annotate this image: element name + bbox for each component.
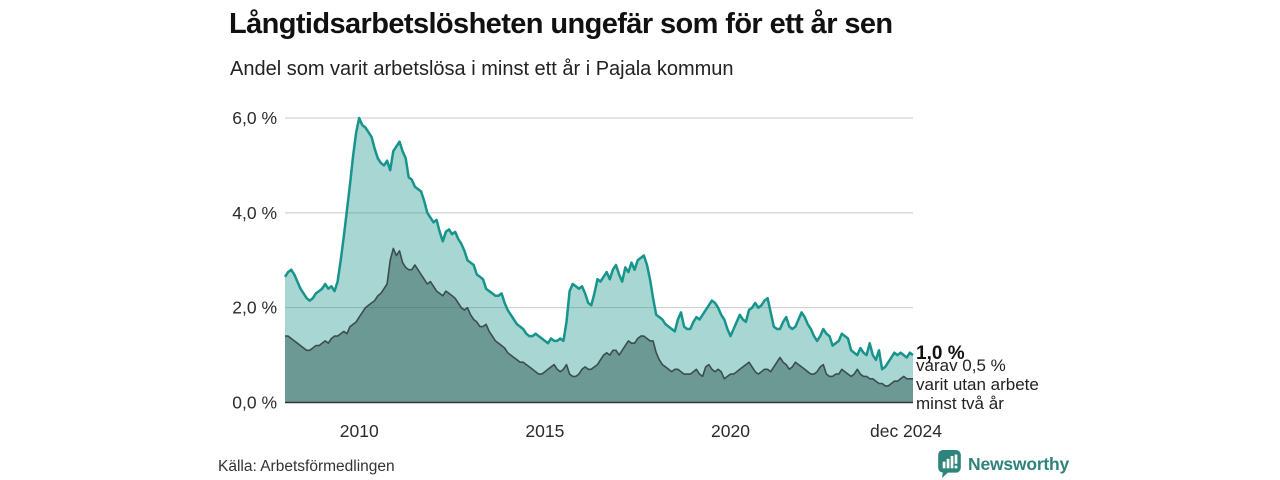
end-value-label: 1,0 % — [916, 343, 965, 364]
page-subtitle: Andel som varit arbetslösa i minst ett å… — [230, 58, 734, 80]
x-axis-tick-label: 2010 — [340, 421, 379, 441]
annotation-line-3: minst två år — [916, 394, 1004, 413]
x-axis-tick-label: 2015 — [525, 421, 564, 441]
bar-chart-speech-bubble-icon — [938, 450, 961, 478]
y-axis-tick-label: 4,0 % — [232, 203, 277, 223]
x-axis-tick-label: dec 2024 — [870, 421, 942, 441]
newsworthy-logo-text: Newsworthy — [968, 453, 1070, 474]
y-axis-tick-label: 2,0 % — [232, 298, 277, 318]
line-minst-ett-ar — [283, 116, 914, 371]
y-axis-tick-label: 0,0 % — [232, 393, 277, 413]
area-minst-tva-ar — [285, 248, 913, 403]
x-axis-tick-label: 2020 — [711, 421, 750, 441]
line-minst-tva-ar — [285, 247, 913, 387]
annotation-line-1: varav 0,5 % — [916, 356, 1006, 375]
annotation-line-2: varit utan arbete — [916, 375, 1039, 394]
y-axis-tick-label: 6,0 % — [232, 108, 277, 128]
area-minst-ett-ar — [285, 118, 913, 403]
page-title: Långtidsarbetslösheten ungefär som för e… — [229, 8, 893, 40]
newsworthy-logo: Newsworthy — [937, 450, 1069, 478]
source-caption: Källa: Arbetsförmedlingen — [218, 458, 395, 475]
